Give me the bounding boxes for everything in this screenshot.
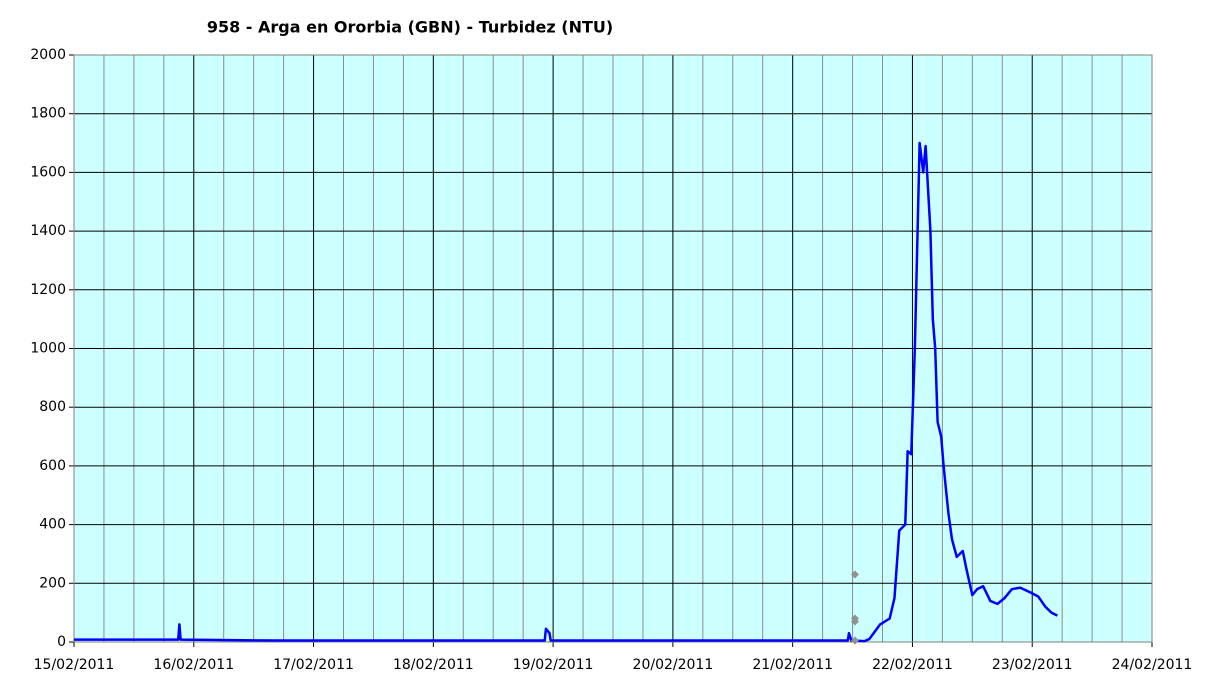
marker (850, 636, 859, 645)
x-tick-label: 18/02/2011 (393, 657, 474, 673)
x-tick-label: 21/02/2011 (752, 657, 833, 673)
y-tick-label: 200 (39, 575, 66, 591)
x-tick-label: 24/02/2011 (1112, 657, 1193, 673)
y-tick-label: 1200 (30, 282, 66, 298)
x-tick-label: 20/02/2011 (633, 657, 714, 673)
x-tick-label: 17/02/2011 (273, 657, 354, 673)
marker (850, 617, 859, 626)
chart-title: 958 - Arga en Ororbia (GBN) - Turbidez (… (207, 18, 613, 37)
x-tick-label: 19/02/2011 (513, 657, 594, 673)
x-tick-label: 22/02/2011 (872, 657, 953, 673)
y-tick-label: 400 (39, 517, 66, 533)
x-tick-label: 23/02/2011 (992, 657, 1073, 673)
y-tick-label: 1800 (30, 106, 66, 122)
y-tick-label: 1400 (30, 223, 66, 239)
y-tick-label: 0 (57, 634, 66, 650)
y-tick-label: 1600 (30, 164, 66, 180)
data-line (74, 141, 1058, 643)
marker (850, 570, 859, 579)
y-tick-label: 600 (39, 458, 66, 474)
x-tick-label: 15/02/2011 (34, 657, 115, 673)
y-tick-label: 1000 (30, 341, 66, 357)
plot-border (73, 54, 1153, 643)
y-tick-label: 800 (39, 399, 66, 415)
x-tick-label: 16/02/2011 (153, 657, 234, 673)
y-tick-label: 2000 (30, 47, 66, 63)
